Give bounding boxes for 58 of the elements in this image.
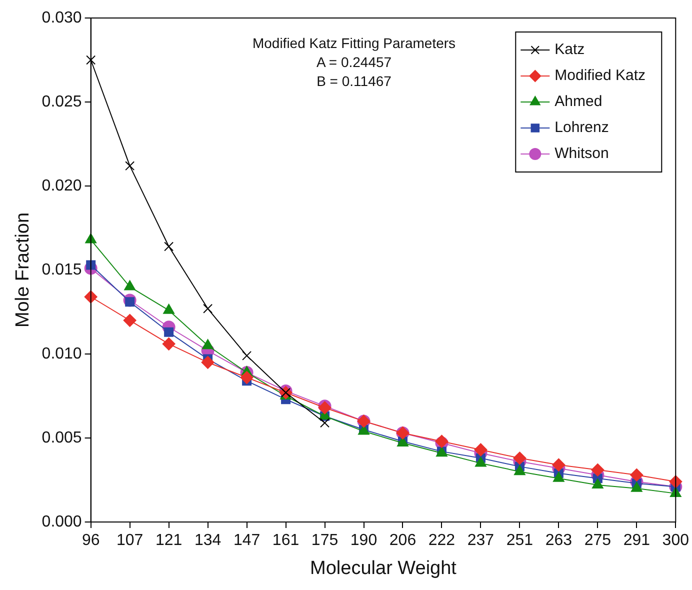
annotation: B = 0.11467: [316, 72, 392, 89]
x-tick-label: 190: [350, 532, 378, 550]
y-tick-label: 0.025: [42, 93, 82, 110]
point: [163, 304, 175, 314]
x-tick-label: 175: [311, 532, 338, 550]
point: [592, 478, 604, 489]
point: [203, 304, 213, 314]
point: [475, 456, 486, 467]
point: [201, 356, 214, 369]
x-tick-label: 121: [155, 532, 182, 550]
legend-label: Ahmed: [554, 93, 602, 110]
x-tick-label: 222: [428, 532, 456, 550]
y-axis-title: Mole Fraction: [12, 212, 34, 328]
point: [125, 161, 135, 171]
point: [552, 458, 566, 472]
point: [474, 443, 488, 456]
x-tick-label: 134: [194, 532, 222, 550]
legend-label: Whitson: [554, 145, 609, 162]
x-tick-label: 107: [116, 532, 144, 550]
point: [86, 55, 96, 65]
point: [552, 472, 564, 482]
y-tick-label: 0.010: [42, 345, 82, 362]
point: [164, 327, 174, 337]
y-tick-label: 0.020: [42, 177, 82, 194]
y-tick-label: 0.030: [42, 9, 82, 26]
point: [591, 463, 604, 476]
x-tick-label: 300: [662, 532, 690, 550]
x-tick-label: 275: [584, 532, 612, 550]
point: [85, 233, 97, 244]
point: [320, 418, 330, 428]
point: [124, 280, 136, 290]
x-axis-title: Molecular Weight: [310, 558, 458, 579]
point: [162, 337, 176, 350]
point: [123, 314, 136, 327]
legend-label: Lohrenz: [554, 119, 609, 136]
x-tick-label: 251: [506, 532, 534, 550]
x-tick-label: 206: [389, 532, 416, 550]
annotation: A = 0.24457: [316, 54, 392, 70]
point: [240, 371, 254, 384]
legend-label: Katz: [554, 41, 585, 58]
x-tick-label: 147: [233, 532, 260, 550]
point: [513, 452, 526, 465]
y-tick-label: 0.000: [42, 513, 82, 530]
point: [630, 468, 644, 482]
point: [242, 350, 252, 360]
annotation: Modified Katz Fitting Parameters: [252, 34, 456, 51]
point: [202, 339, 214, 350]
x-tick-label: 237: [467, 532, 494, 550]
y-tick-label: 0.015: [42, 261, 82, 278]
legend-label: Modified Katz: [554, 67, 646, 84]
point: [164, 242, 174, 252]
point: [514, 465, 526, 476]
point: [630, 482, 642, 492]
x-tick-label: 263: [545, 532, 572, 550]
x-tick-label: 96: [82, 532, 100, 550]
x-tick-label: 291: [623, 532, 650, 550]
x-tick-label: 161: [272, 532, 300, 550]
y-tick-label: 0.005: [42, 429, 82, 446]
